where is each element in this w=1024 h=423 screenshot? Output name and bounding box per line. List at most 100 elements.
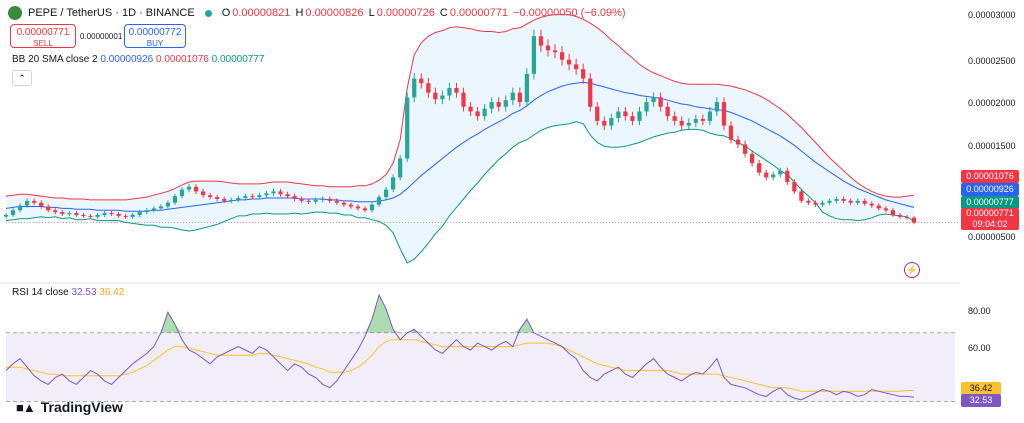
candle-body bbox=[447, 87, 452, 96]
candle-body bbox=[489, 102, 494, 109]
candle-body bbox=[53, 210, 58, 213]
rsi-ma-tag: 36.42 bbox=[961, 382, 1001, 395]
candle-body bbox=[749, 153, 755, 164]
lower-band-tag: 0.00000777 bbox=[961, 196, 1019, 209]
candle-body bbox=[883, 208, 888, 211]
candle-body bbox=[559, 52, 565, 60]
candle-body bbox=[552, 50, 558, 53]
candle-body bbox=[827, 200, 832, 203]
rsi-tick: 80.00 bbox=[968, 306, 991, 316]
candle-body bbox=[46, 206, 51, 211]
candle-body bbox=[306, 200, 311, 202]
high-value: 0.00000826 bbox=[305, 7, 364, 19]
candle-body bbox=[398, 158, 403, 178]
candle-body bbox=[292, 196, 297, 199]
candle-body bbox=[693, 119, 698, 123]
candle-body bbox=[102, 213, 107, 215]
candle-body bbox=[412, 78, 417, 98]
candle-body bbox=[419, 78, 424, 84]
upper-band-line bbox=[5, 14, 915, 201]
price-tick: 0.00002500 bbox=[968, 56, 1016, 66]
candle-body bbox=[10, 210, 16, 215]
candle-body bbox=[362, 208, 368, 211]
candle-body bbox=[236, 198, 241, 200]
candle-body bbox=[193, 186, 199, 192]
candle-body bbox=[151, 208, 156, 211]
spread-value: 0.00000001 bbox=[80, 32, 123, 41]
basis-tag: 0.00000926 bbox=[961, 183, 1019, 196]
buy-button[interactable]: 0.00000772 BUY bbox=[124, 24, 186, 48]
candle-body bbox=[278, 191, 283, 195]
bollinger-band-fill bbox=[6, 14, 914, 263]
candle-body bbox=[405, 97, 410, 159]
candle-body bbox=[686, 122, 691, 126]
candle-body bbox=[735, 139, 741, 145]
change-value: −0.00000050 (−6.09%) bbox=[513, 7, 626, 19]
candle-body bbox=[785, 170, 790, 183]
close-value: 0.00000771 bbox=[449, 7, 508, 19]
candle-body bbox=[609, 118, 614, 126]
candle-body bbox=[383, 189, 389, 198]
candle-body bbox=[250, 196, 255, 198]
candle-body bbox=[792, 182, 797, 192]
sell-button[interactable]: 0.00000771 SELL bbox=[10, 24, 76, 48]
candle-body bbox=[208, 195, 213, 198]
candle-body bbox=[215, 197, 220, 199]
candle-body bbox=[778, 170, 783, 175]
candle-body bbox=[137, 212, 142, 215]
candle-body bbox=[623, 111, 628, 117]
candle-body bbox=[616, 111, 621, 119]
candle-body bbox=[820, 202, 825, 205]
candle-body bbox=[644, 102, 649, 112]
close-label: C bbox=[439, 7, 448, 19]
candle-body bbox=[391, 177, 396, 190]
ohlc-values: O 0.00000821 H 0.00000826 L 0.00000726 C 0.0… bbox=[222, 7, 628, 19]
candle-body bbox=[285, 194, 290, 197]
price-tick: 0.00000500 bbox=[968, 232, 1016, 242]
candle-body bbox=[658, 97, 663, 107]
candle-body bbox=[81, 214, 86, 216]
collapse-legend-button[interactable]: ⌃ bbox=[12, 70, 32, 86]
market-status-icon bbox=[204, 9, 212, 17]
tradingview-wordmark: TradingView bbox=[40, 399, 123, 415]
candle-body bbox=[524, 73, 529, 103]
candle-body bbox=[482, 108, 487, 117]
candle-body bbox=[17, 205, 23, 211]
low-value: 0.00000726 bbox=[376, 7, 435, 19]
candle-body bbox=[510, 92, 515, 101]
candle-body bbox=[799, 191, 804, 201]
candle-body bbox=[144, 210, 149, 213]
candle-body bbox=[355, 206, 361, 209]
candle-body bbox=[771, 174, 776, 178]
rsi-pane bbox=[0, 282, 960, 402]
bb-name: BB 20 SMA close 2 bbox=[12, 54, 98, 65]
candle-body bbox=[503, 100, 508, 107]
lightning-icon[interactable]: ⚡ bbox=[904, 262, 920, 278]
bb-upper-value: 0.00001076 bbox=[156, 54, 209, 65]
tradingview-logo: ■▲ TradingView bbox=[16, 399, 123, 415]
candle-body bbox=[531, 36, 537, 74]
symbol-title[interactable]: PEPE / TetherUS · 1D · BINANCE bbox=[28, 7, 195, 19]
candle-body bbox=[869, 203, 874, 206]
candle-body bbox=[116, 214, 121, 216]
rsi-overbought-fill bbox=[160, 295, 534, 333]
candle-body bbox=[320, 198, 325, 200]
rsi-legend[interactable]: RSI 14 close 32.53 36.42 bbox=[12, 287, 124, 298]
candle-body bbox=[806, 200, 811, 203]
candle-body bbox=[299, 198, 304, 201]
bb-legend[interactable]: BB 20 SMA close 2 0.00000926 0.00001076 … bbox=[12, 54, 264, 65]
candle-body bbox=[461, 92, 466, 107]
candle-body bbox=[130, 214, 135, 217]
candle-body bbox=[200, 191, 206, 196]
symbol-header: PEPE / TetherUS · 1D · BINANCE O 0.000008… bbox=[8, 6, 628, 20]
candle-body bbox=[602, 120, 607, 126]
candle-body bbox=[841, 198, 846, 201]
rsi-ma-line bbox=[6, 339, 914, 392]
candle-body bbox=[637, 111, 642, 121]
candle-body bbox=[714, 102, 720, 112]
candle-body bbox=[757, 163, 762, 173]
candle-body bbox=[229, 199, 234, 201]
candle-body bbox=[630, 116, 635, 121]
candle-body bbox=[327, 198, 332, 201]
